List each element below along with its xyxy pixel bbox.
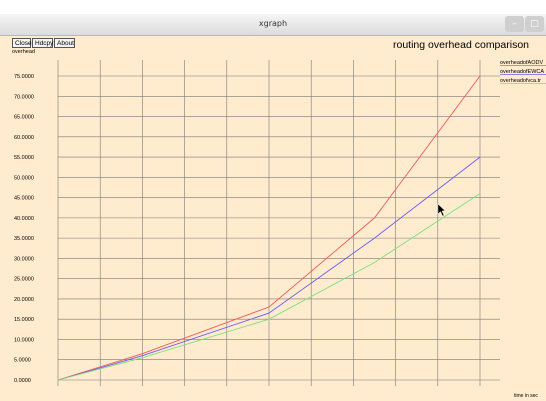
y-tick-label: 10.0000	[14, 337, 34, 343]
mouse-cursor-icon	[437, 203, 446, 217]
series-line-1	[57, 75, 481, 381]
y-tick-label: 25.0000	[14, 277, 34, 283]
about-button[interactable]: About	[54, 38, 75, 48]
y-tick-label: 30.0000	[14, 256, 34, 262]
y-tick-label: 50.0000	[14, 175, 34, 181]
hdcpy-button[interactable]: Hdcpy	[32, 38, 53, 48]
line-chart: 0.0000 5.0000 10.0000 15.0000 20.0000 25.0000…	[14, 60, 546, 386]
y-tick-label: 5.0000	[14, 358, 31, 364]
window-title: xgraph	[258, 19, 288, 28]
y-tick-label: 0.0000	[14, 378, 31, 384]
y-axis-label: overhead	[12, 49, 35, 55]
legend-entry-2: overheadofEWCA	[500, 69, 544, 75]
maximize-icon[interactable]: □	[525, 16, 544, 32]
chart-title: routing overhead comparison	[393, 39, 529, 51]
y-tick-label: 45.0000	[14, 196, 34, 202]
y-tick-label: 55.0000	[14, 155, 34, 161]
y-tick-label: 40.0000	[14, 216, 34, 222]
title-bar[interactable]: xgraph – □	[0, 14, 546, 36]
y-tick-label: 70.0000	[14, 94, 34, 100]
y-tick-label: 20.0000	[14, 297, 34, 303]
y-tick-label: 60.0000	[14, 135, 34, 141]
legend-entry-3: overheadofvca.tr	[500, 78, 541, 84]
series-line-3	[57, 193, 481, 381]
xgraph-window: xgraph – □ Close Hdcpy About overhead ro…	[0, 14, 546, 401]
y-tick-label: 35.0000	[14, 236, 34, 242]
y-tick-label: 75.0000	[14, 74, 34, 80]
y-tick-label: 15.0000	[14, 317, 34, 323]
close-button[interactable]: Close	[12, 38, 32, 48]
legend-entry-1: overheadofAODV	[500, 60, 543, 66]
x-axis-label: time in sec	[514, 393, 538, 399]
y-tick-label: 65.0000	[14, 115, 34, 121]
series-line-2	[57, 156, 481, 381]
minimize-icon[interactable]: –	[505, 16, 524, 32]
